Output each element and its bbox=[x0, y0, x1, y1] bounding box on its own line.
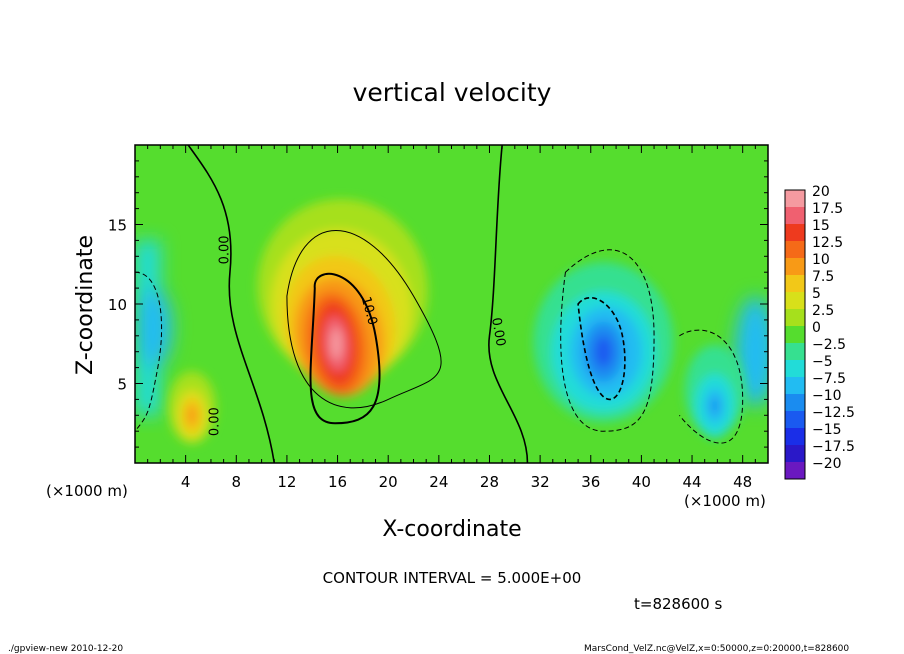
colorbar-label-2: 15 bbox=[812, 218, 830, 234]
x-tick-label-36: 36 bbox=[581, 473, 600, 491]
contour-label-0: 0.00 bbox=[218, 235, 233, 264]
colorbar-swatch-15 bbox=[785, 445, 805, 462]
y-tick-label-5: 5 bbox=[117, 376, 127, 394]
contour-label-2: 0.00 bbox=[488, 316, 508, 347]
x-unit-right: (×1000 m) bbox=[684, 492, 766, 510]
contour-minus-west bbox=[135, 271, 163, 432]
colorbar-swatch-9 bbox=[785, 343, 805, 360]
colorbar-label-10: −5 bbox=[812, 354, 833, 370]
time-label: t=828600 s bbox=[634, 595, 722, 613]
colorbar-swatch-0 bbox=[785, 190, 805, 207]
colorbar-swatch-7 bbox=[785, 309, 805, 326]
contour-zero-west bbox=[187, 145, 276, 463]
downdraft-ring-3 bbox=[710, 397, 719, 414]
x-tick-label-48: 48 bbox=[733, 473, 752, 491]
y-axis-ticks: 5 10 15 bbox=[108, 144, 768, 464]
colorbar-label-5: 7.5 bbox=[812, 269, 834, 285]
x-axis-label: X-coordinate bbox=[382, 517, 521, 542]
colorbar-label-8: 0 bbox=[812, 320, 821, 336]
y-tick-label-10: 10 bbox=[108, 296, 127, 314]
colorbar-label-7: 2.5 bbox=[812, 303, 834, 319]
colorbar-label-4: 10 bbox=[812, 252, 830, 268]
colorbar-swatch-4 bbox=[785, 258, 805, 275]
contour-minus-east bbox=[678, 329, 744, 444]
colorbar-swatch-6 bbox=[785, 292, 805, 309]
colorbar-swatch-12 bbox=[785, 394, 805, 411]
contour-zero-central bbox=[488, 145, 529, 463]
x-tick-label-8: 8 bbox=[232, 473, 242, 491]
x-axis-ticks: 4 8 12 16 20 24 28 32 36 40 44 48 bbox=[134, 145, 769, 491]
downdraft-ring-4 bbox=[594, 335, 613, 368]
colorbar-label-15: −17.5 bbox=[812, 439, 855, 455]
contour-five bbox=[286, 229, 442, 409]
colorbar-swatch-8 bbox=[785, 326, 805, 343]
y-tick-label-15: 15 bbox=[108, 217, 127, 235]
contour-label-1: 10.0 bbox=[358, 295, 380, 327]
colorbar-swatch-1 bbox=[785, 207, 805, 224]
contour-label-3: 0.00 bbox=[208, 407, 223, 436]
colorbar-swatch-13 bbox=[785, 411, 805, 428]
contour-minus-five bbox=[560, 249, 655, 432]
footer-left: ./gpview-new 2010-12-20 bbox=[8, 644, 123, 654]
colorbar-swatch-3 bbox=[785, 241, 805, 258]
colorbar-label-9: −2.5 bbox=[812, 337, 846, 353]
x-tick-label-12: 12 bbox=[277, 473, 296, 491]
colorbar-swatch-2 bbox=[785, 224, 805, 241]
colorbar-label-11: −7.5 bbox=[812, 371, 846, 387]
colorbar-label-16: −20 bbox=[812, 456, 842, 472]
x-tick-label-20: 20 bbox=[379, 473, 398, 491]
colorbar-label-0: 20 bbox=[812, 184, 830, 200]
x-tick-label-44: 44 bbox=[682, 473, 701, 491]
colorbar: 2017.51512.5107.552.50−2.5−5−7.5−10−12.5… bbox=[784, 184, 855, 480]
footer-right: MarsCond_VelZ.nc@VelZ,x=0:50000,z=0:2000… bbox=[584, 644, 849, 654]
x-tick-label-32: 32 bbox=[531, 473, 550, 491]
colorbar-label-3: 12.5 bbox=[812, 235, 843, 251]
x-tick-label-4: 4 bbox=[181, 473, 191, 491]
field-blob-west bbox=[135, 287, 172, 368]
updraft-ring-7 bbox=[330, 327, 343, 360]
y-axis-label: Z-coordinate bbox=[73, 235, 98, 375]
colorbar-label-6: 5 bbox=[812, 286, 821, 302]
colorbar-swatch-16 bbox=[785, 462, 805, 479]
chart-title: vertical velocity bbox=[353, 78, 552, 107]
colorbar-swatch-5 bbox=[785, 275, 805, 292]
x-tick-label-24: 24 bbox=[429, 473, 448, 491]
contour-lines: 0.00 10.0 0.00 0.00 bbox=[135, 145, 744, 463]
colorbar-swatch-14 bbox=[785, 428, 805, 445]
colorbar-frame bbox=[784, 189, 806, 480]
colorbar-swatch-11 bbox=[785, 377, 805, 394]
colorbar-label-12: −10 bbox=[812, 388, 842, 404]
x-unit-left: (×1000 m) bbox=[46, 482, 128, 500]
colorbar-label-14: −15 bbox=[812, 422, 842, 438]
contour-ten bbox=[309, 272, 381, 425]
x-tick-label-16: 16 bbox=[328, 473, 347, 491]
contour-minus-ten bbox=[577, 297, 626, 401]
colorbar-label-1: 17.5 bbox=[812, 201, 843, 217]
x-tick-label-28: 28 bbox=[480, 473, 499, 491]
colorbar-swatch-10 bbox=[785, 360, 805, 377]
contour-interval: CONTOUR INTERVAL = 5.000E+00 bbox=[323, 569, 582, 587]
colorbar-label-13: −12.5 bbox=[812, 405, 855, 421]
updraft-ring-3 bbox=[186, 405, 197, 426]
x-tick-label-40: 40 bbox=[632, 473, 651, 491]
